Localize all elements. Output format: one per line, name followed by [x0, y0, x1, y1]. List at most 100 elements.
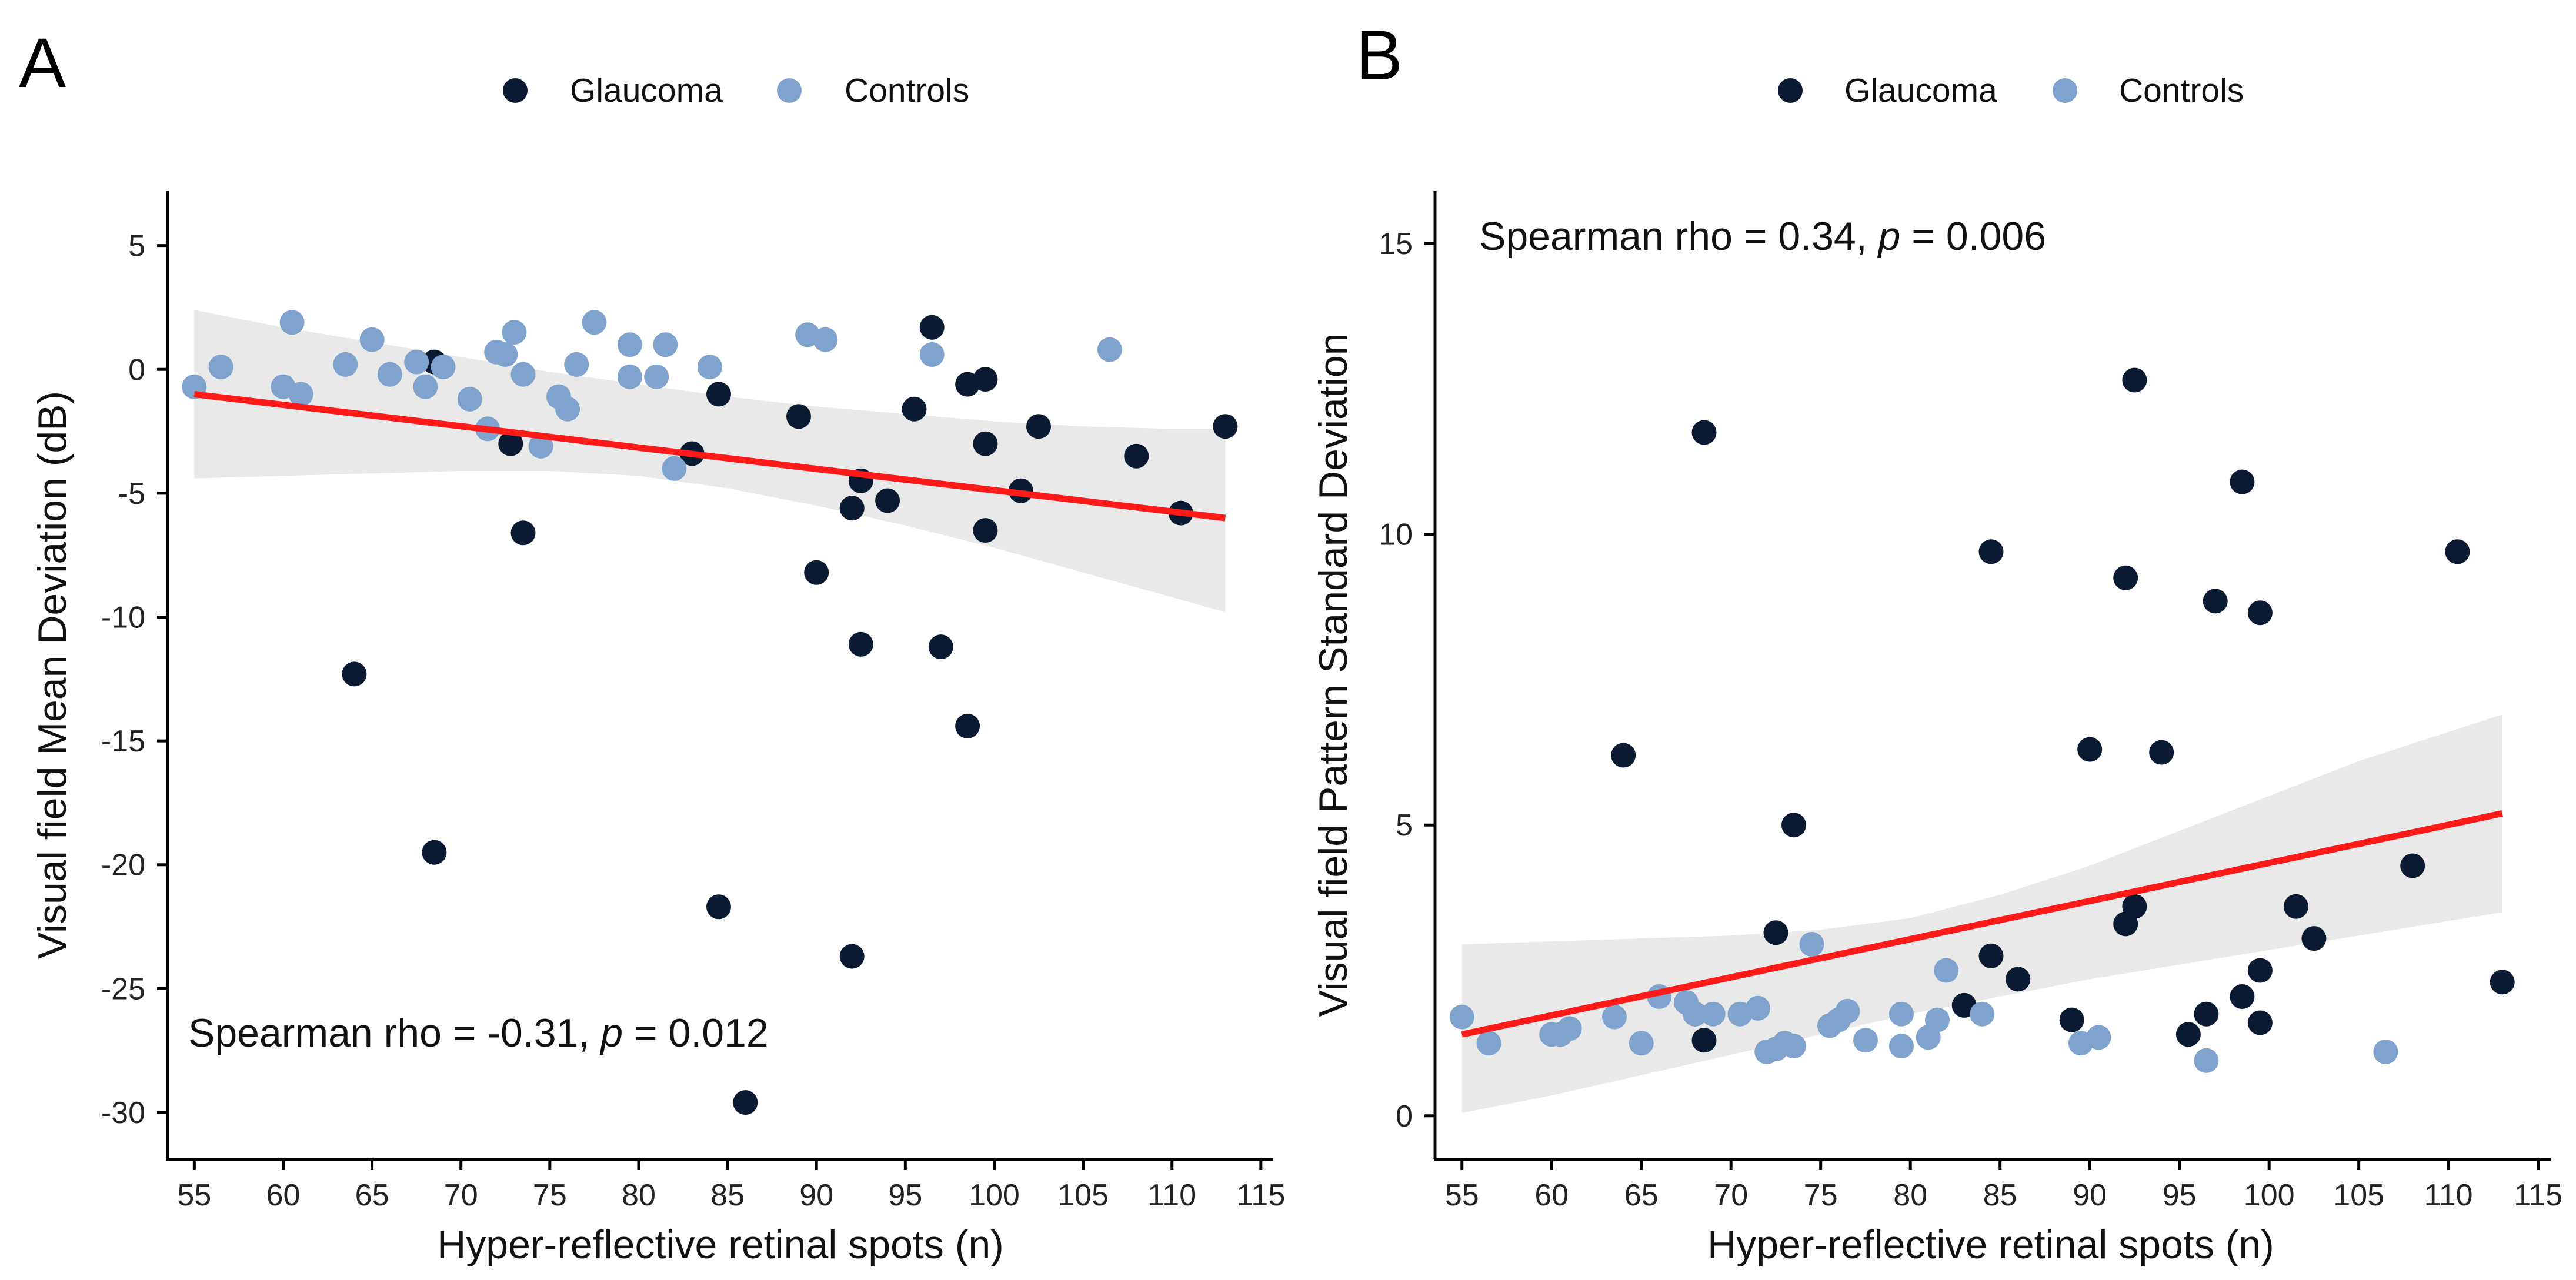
panel-b-x-tick-label: 100 [2244, 1178, 2295, 1212]
panel-a-y-tick-label: 0 [128, 353, 145, 387]
legend-controls-label: Controls [2119, 72, 2244, 109]
panel-a-controls-point [662, 456, 687, 481]
panel-b-glaucoma-point [2113, 565, 2138, 590]
panel-a-y-axis-title: Visual field Mean Deviation (dB) [30, 391, 75, 959]
panel-b-controls-point [1970, 1001, 1995, 1027]
panel-b-y-tick-label: 10 [1379, 518, 1413, 552]
panel-b-controls-point [1449, 1004, 1474, 1030]
panel-a-legend: Glaucoma Controls [503, 72, 969, 109]
panel-a-glaucoma-point [973, 518, 998, 543]
panel-a-glaucoma-point [1213, 414, 1238, 439]
panel-b-glaucoma-point [2400, 853, 2425, 878]
panel-b-glaucoma-point [1611, 743, 1636, 768]
panel-a-glaucoma-point [422, 840, 447, 865]
panel-a-glaucoma-point [1124, 443, 1149, 469]
panel-b-glaucoma-point [2445, 539, 2470, 564]
panel-a-x-tick-label: 90 [799, 1178, 833, 1212]
panel-b-y-axis-title: Visual field Pattern Standard Deviation [1311, 333, 1356, 1017]
panel-a-controls-point [582, 310, 607, 335]
panel-b-y-tick-label: 5 [1396, 808, 1413, 843]
panel-a-glaucoma-point [839, 944, 865, 969]
panel-a-points [182, 310, 1238, 1115]
panel-a-controls-point [510, 362, 536, 387]
panel-b-x-tick-label: 85 [1983, 1178, 2017, 1212]
panel-b-x-tick-label: 105 [2333, 1178, 2384, 1212]
panel-b-controls-point [2086, 1025, 2111, 1050]
panel-a-controls-point [404, 349, 429, 375]
panel-a-glaucoma-point [1026, 414, 1051, 439]
panel-a-annotation: Spearman rho = -0.31, p = 0.012 [188, 1011, 769, 1055]
panel-b-controls-point [1602, 1004, 1627, 1030]
panel-a-glaucoma-point [919, 315, 945, 340]
panel-b-x-tick-label: 95 [2163, 1178, 2197, 1212]
panel-a-controls-point [431, 355, 456, 380]
panel-b-x-tick-label: 70 [1714, 1178, 1748, 1212]
panel-a-x-tick-label: 110 [1147, 1178, 1196, 1212]
panel-a-glaucoma-point [733, 1090, 758, 1115]
panel-b-points [1449, 367, 2515, 1073]
panel-a-controls-point [653, 332, 678, 357]
panel-b-glaucoma-point [2122, 894, 2147, 919]
panel-b-controls-point [1557, 1016, 1582, 1041]
panel-a-y-tick-label: -10 [101, 601, 145, 635]
panel-a-x-tick-label: 105 [1057, 1178, 1109, 1212]
panel-b-glaucoma-point [1781, 813, 1806, 838]
panel-b-y-ticks: 0 5 10 15 [1379, 227, 1435, 1134]
panel-b-controls-point [1934, 958, 1959, 983]
panel-a-controls-point [617, 364, 642, 389]
panel-a-y-tick-label: -5 [118, 477, 145, 511]
panel-a-controls-point [279, 310, 305, 335]
panel-a-glaucoma-point [804, 560, 829, 585]
panel-a-y-tick-label: -20 [101, 848, 145, 883]
panel-a-controls-point [377, 362, 402, 387]
panel-a-glaucoma-point [342, 661, 367, 687]
panel-b-letter: B [1356, 16, 1403, 95]
panel-a-x-tick-label: 100 [969, 1178, 1020, 1212]
panel-b-glaucoma-point [2175, 1022, 2201, 1047]
panel-b-glaucoma-point [1691, 420, 1717, 445]
panel-b-controls-point [2373, 1040, 2398, 1064]
panel-a-controls-point [502, 320, 527, 345]
panel-b-controls-point [1683, 1001, 1708, 1027]
panel-a-x-tick-label: 70 [444, 1178, 478, 1212]
panel-b-legend: Glaucoma Controls [1778, 72, 2244, 109]
panel-a-controls-point [208, 355, 233, 380]
panel-b-glaucoma-point [2283, 894, 2308, 919]
panel-a-x-tick-label: 115 [1236, 1178, 1285, 1212]
panel-b-glaucoma-point [2122, 367, 2147, 393]
panel-a-y-tick-label: -30 [101, 1096, 145, 1130]
panel-b-x-tick-label: 60 [1534, 1178, 1569, 1212]
panel-b-y-tick-label: 0 [1396, 1099, 1413, 1134]
panel-b-controls-point [1889, 1034, 1914, 1059]
panel-b-glaucoma-point [2247, 1010, 2273, 1035]
panel-b-controls-point [1781, 1034, 1806, 1059]
panel-b-glaucoma-point [2006, 967, 2031, 992]
panel-a-glaucoma-point [706, 894, 731, 920]
panel-b-glaucoma-point [2247, 958, 2273, 983]
panel-b-controls-point [1799, 932, 1824, 957]
panel-a-x-tick-label: 55 [177, 1178, 211, 1212]
panel-a-controls-point [288, 382, 313, 407]
panel-a-controls-point [617, 332, 642, 357]
panel-a-glaucoma-point [510, 520, 536, 546]
panel-a-glaucoma-point [973, 367, 998, 392]
panel-b-controls-point [1835, 998, 1860, 1024]
panel-a-glaucoma-point [848, 631, 873, 657]
legend-glaucoma-label: Glaucoma [570, 72, 723, 109]
panel-b-controls-point [1476, 1031, 1501, 1056]
panel-a-glaucoma-point [955, 713, 980, 738]
panel-b-confidence-band [1461, 714, 2502, 1113]
panel-b-annotation: Spearman rho = 0.34, p = 0.006 [1479, 214, 2046, 259]
panel-a-glaucoma-point [928, 634, 953, 660]
panel-b-x-tick-label: 110 [2424, 1178, 2473, 1212]
panel-a-glaucoma-point [902, 396, 927, 422]
panel-b: B Glaucoma Controls Spearman rho = 0.34,… [1311, 16, 2562, 1267]
panel-a-glaucoma-point [498, 431, 523, 456]
panel-b-glaucoma-point [1763, 920, 1788, 945]
panel-b-x-tick-label: 55 [1445, 1178, 1479, 1212]
panel-a-controls-point [493, 342, 518, 367]
legend-glaucoma-marker [503, 78, 528, 103]
panel-a-glaucoma-point [786, 404, 811, 429]
panel-b-glaucoma-point [2059, 1007, 2084, 1032]
